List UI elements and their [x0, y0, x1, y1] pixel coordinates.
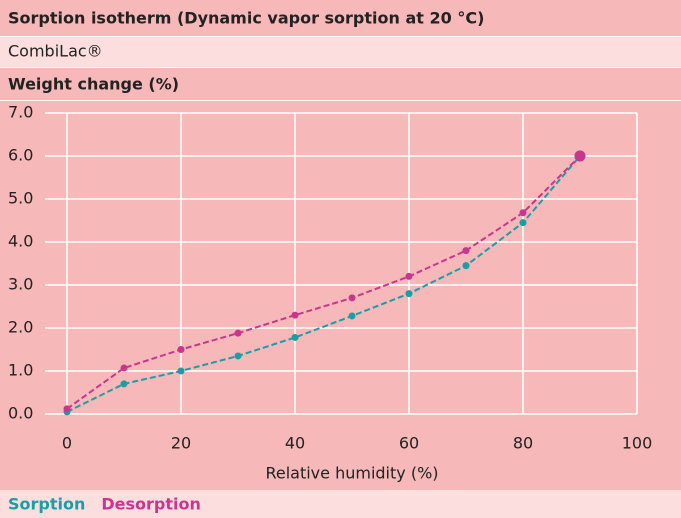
- y-tick-label: 2.0: [8, 318, 33, 337]
- legend-row: [0, 490, 681, 518]
- data-point: [462, 247, 470, 255]
- x-tick-label: 40: [285, 434, 305, 453]
- data-point: [519, 219, 527, 227]
- y-tick-label: 3.0: [8, 275, 33, 294]
- x-tick-label: 100: [622, 434, 653, 453]
- data-point: [234, 329, 242, 337]
- data-point: [405, 272, 413, 280]
- legend-label: Sorption: [8, 495, 85, 514]
- data-point: [234, 352, 242, 360]
- legend-label: Desorption: [101, 495, 201, 514]
- y-tick-label: 6.0: [8, 146, 33, 165]
- x-tick-label: 60: [399, 434, 419, 453]
- y-tick-label: 5.0: [8, 189, 33, 208]
- data-point: [574, 150, 586, 162]
- data-point: [120, 380, 128, 388]
- data-point: [519, 209, 527, 217]
- x-axis-label: Relative humidity (%): [265, 464, 438, 483]
- data-point: [291, 333, 299, 341]
- data-point: [348, 294, 356, 302]
- y-axis-label: Weight change (%): [8, 75, 179, 94]
- y-tick-label: 4.0: [8, 232, 33, 251]
- subtitle-row: [0, 37, 681, 67]
- y-tick-label: 1.0: [8, 361, 33, 380]
- series-line: [66, 155, 581, 410]
- chart-title: Sorption isotherm (Dynamic vapor sorptio…: [8, 9, 484, 28]
- y-tick-label: 0.0: [8, 404, 33, 423]
- series-line: [66, 155, 581, 413]
- chart-subtitle: CombiLac®: [8, 42, 103, 61]
- data-point: [291, 311, 299, 319]
- data-point: [462, 262, 470, 270]
- y-tick-label: 7.0: [8, 103, 33, 122]
- data-point: [63, 405, 71, 413]
- data-point: [177, 346, 185, 353]
- data-point: [405, 290, 413, 298]
- data-point: [177, 367, 185, 375]
- x-tick-label: 0: [62, 434, 72, 453]
- x-tick-label: 20: [171, 434, 191, 453]
- data-point: [120, 364, 128, 372]
- x-tick-label: 80: [513, 434, 533, 453]
- data-point: [348, 312, 356, 320]
